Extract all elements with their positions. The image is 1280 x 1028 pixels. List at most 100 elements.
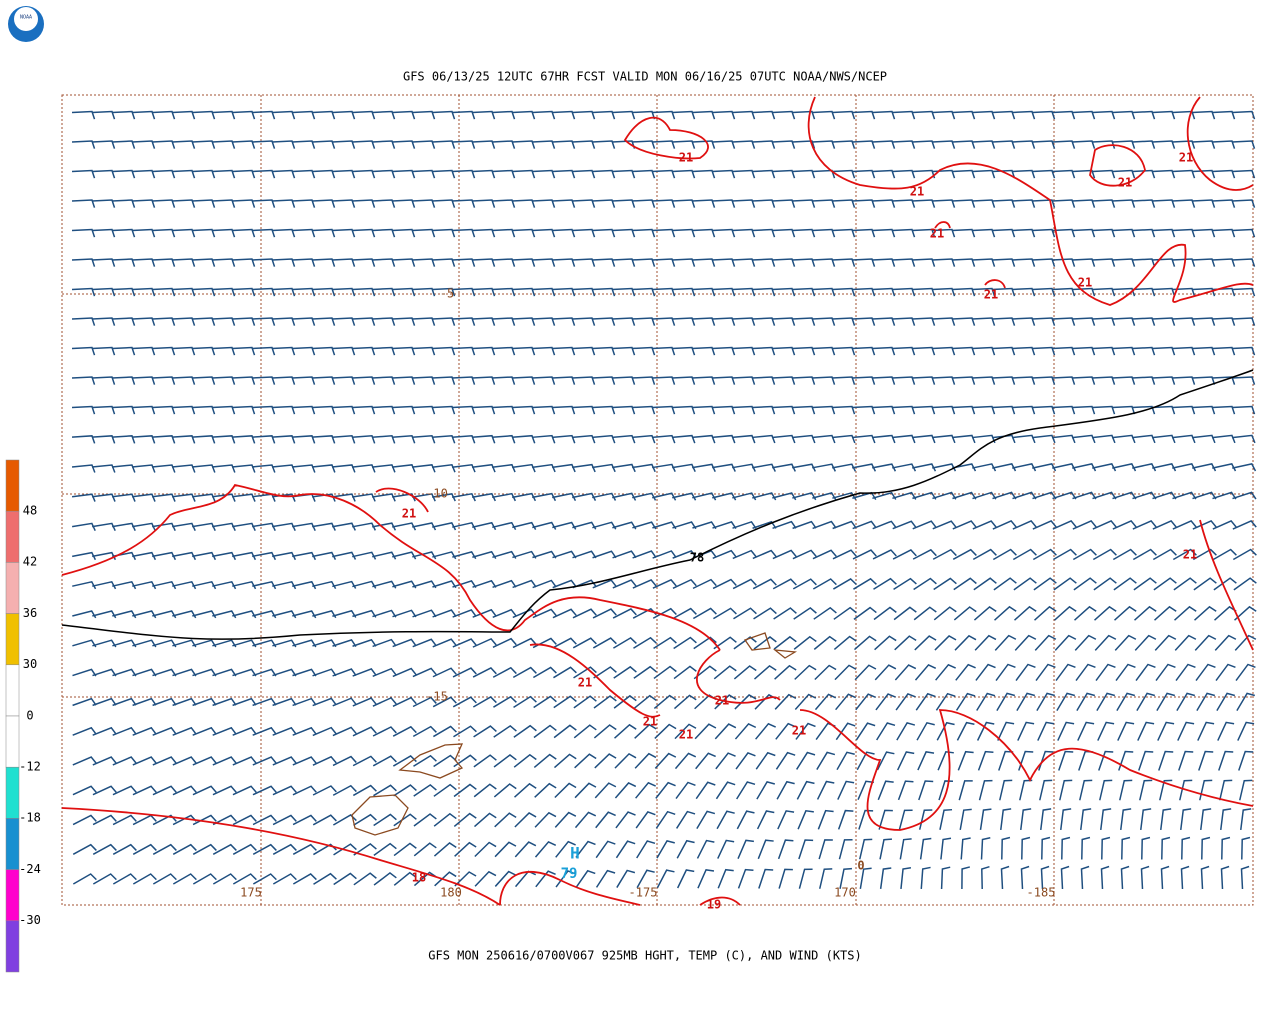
wind-barb xyxy=(71,405,96,415)
wind-barb xyxy=(111,287,136,297)
wind-barb xyxy=(818,868,833,889)
title: GFS 06/13/25 12UTC 67HR FCST VALID MON 0… xyxy=(403,70,887,84)
wind-barb xyxy=(1231,140,1256,149)
wind-barb xyxy=(212,843,237,855)
wind-barb xyxy=(671,287,696,297)
wind-barb xyxy=(973,577,997,591)
wind-barb xyxy=(291,376,316,385)
colorbar-segment xyxy=(5,459,20,512)
wind-barb xyxy=(1219,779,1233,801)
wind-barb xyxy=(371,258,396,267)
wind-barb xyxy=(1053,577,1077,591)
wind-barb xyxy=(351,405,376,415)
wind-barb xyxy=(812,549,837,560)
wind-barb xyxy=(411,287,436,297)
wind-barb xyxy=(1192,491,1217,500)
wind-barb xyxy=(492,608,517,618)
wind-barb xyxy=(652,607,677,619)
wind-barb xyxy=(331,435,356,444)
wind-barb xyxy=(1091,317,1116,326)
wind-barb xyxy=(531,140,556,149)
wind-barb xyxy=(132,726,157,736)
colorbar-segment xyxy=(5,869,20,922)
wind-barb xyxy=(772,549,797,560)
wind-barb xyxy=(892,463,917,472)
wind-barb xyxy=(831,317,856,326)
wind-barb xyxy=(897,780,914,801)
wind-barb xyxy=(1211,199,1236,208)
wind-barb xyxy=(1111,169,1136,179)
wind-barb xyxy=(1211,140,1236,149)
wind-barb xyxy=(853,635,877,651)
wind-barb xyxy=(713,607,737,620)
wind-barb xyxy=(1075,663,1096,681)
wind-barb xyxy=(211,376,236,385)
wind-barb xyxy=(931,258,956,267)
wind-barb xyxy=(1131,346,1156,356)
wind-barb xyxy=(1214,605,1237,621)
wind-barb xyxy=(1013,577,1037,591)
wind-barb xyxy=(551,140,576,149)
wind-barb xyxy=(72,580,97,590)
wind-barb xyxy=(612,579,637,589)
wind-barb xyxy=(292,697,317,707)
wind-barb xyxy=(511,434,536,444)
wind-barb xyxy=(792,549,817,560)
wind-barb xyxy=(773,607,797,620)
wind-barb xyxy=(251,317,276,326)
wind-barb xyxy=(898,809,913,830)
wind-barb xyxy=(111,258,136,267)
wind-barb xyxy=(953,606,977,621)
wind-barb xyxy=(1181,836,1191,860)
wind-barb xyxy=(1051,110,1076,120)
wind-barb xyxy=(951,169,976,179)
wind-barb xyxy=(71,376,96,385)
wind-barb xyxy=(331,376,356,385)
wind-barb xyxy=(1231,346,1256,356)
wind-barb xyxy=(1091,346,1116,356)
wind-barb xyxy=(352,638,377,647)
wind-barb xyxy=(874,635,897,651)
wind-barb xyxy=(172,843,197,855)
wind-barb xyxy=(451,317,476,326)
wind-barb xyxy=(992,520,1017,530)
wind-barb xyxy=(451,405,476,415)
wind-barb xyxy=(491,140,516,149)
wind-barb xyxy=(251,258,276,267)
wind-barb xyxy=(91,493,116,502)
wind-barb xyxy=(891,228,916,238)
wind-barb xyxy=(734,723,757,740)
wind-barb xyxy=(751,228,776,238)
wind-barb xyxy=(191,493,216,502)
wind-barb xyxy=(491,199,516,208)
wind-barb xyxy=(391,228,416,238)
wind-barb xyxy=(332,551,357,560)
wind-barb xyxy=(1012,491,1037,500)
wind-barb xyxy=(291,258,316,267)
wind-barb xyxy=(731,169,756,179)
wind-barb xyxy=(915,692,936,711)
wind-barb xyxy=(711,434,736,444)
wind-barb xyxy=(831,434,856,444)
wind-barb xyxy=(856,751,875,771)
wind-barb xyxy=(291,110,316,120)
wind-barb xyxy=(1020,865,1030,890)
wind-barb xyxy=(911,376,936,385)
wind-barb xyxy=(831,199,856,208)
wind-barb xyxy=(192,697,217,707)
wind-barb xyxy=(1112,491,1137,500)
wind-barb xyxy=(1032,520,1057,530)
wind-barb xyxy=(492,579,517,589)
wind-barb xyxy=(272,551,297,561)
wind-barb xyxy=(871,228,896,238)
wind-barb xyxy=(1132,520,1157,530)
wind-barb xyxy=(151,287,176,297)
wind-barb xyxy=(972,463,997,472)
wind-barb xyxy=(191,287,216,297)
wind-barb xyxy=(651,376,676,385)
wind-barb xyxy=(571,346,596,356)
wind-barb xyxy=(1111,376,1136,385)
wind-barb xyxy=(332,522,356,531)
wind-barb xyxy=(573,695,597,709)
